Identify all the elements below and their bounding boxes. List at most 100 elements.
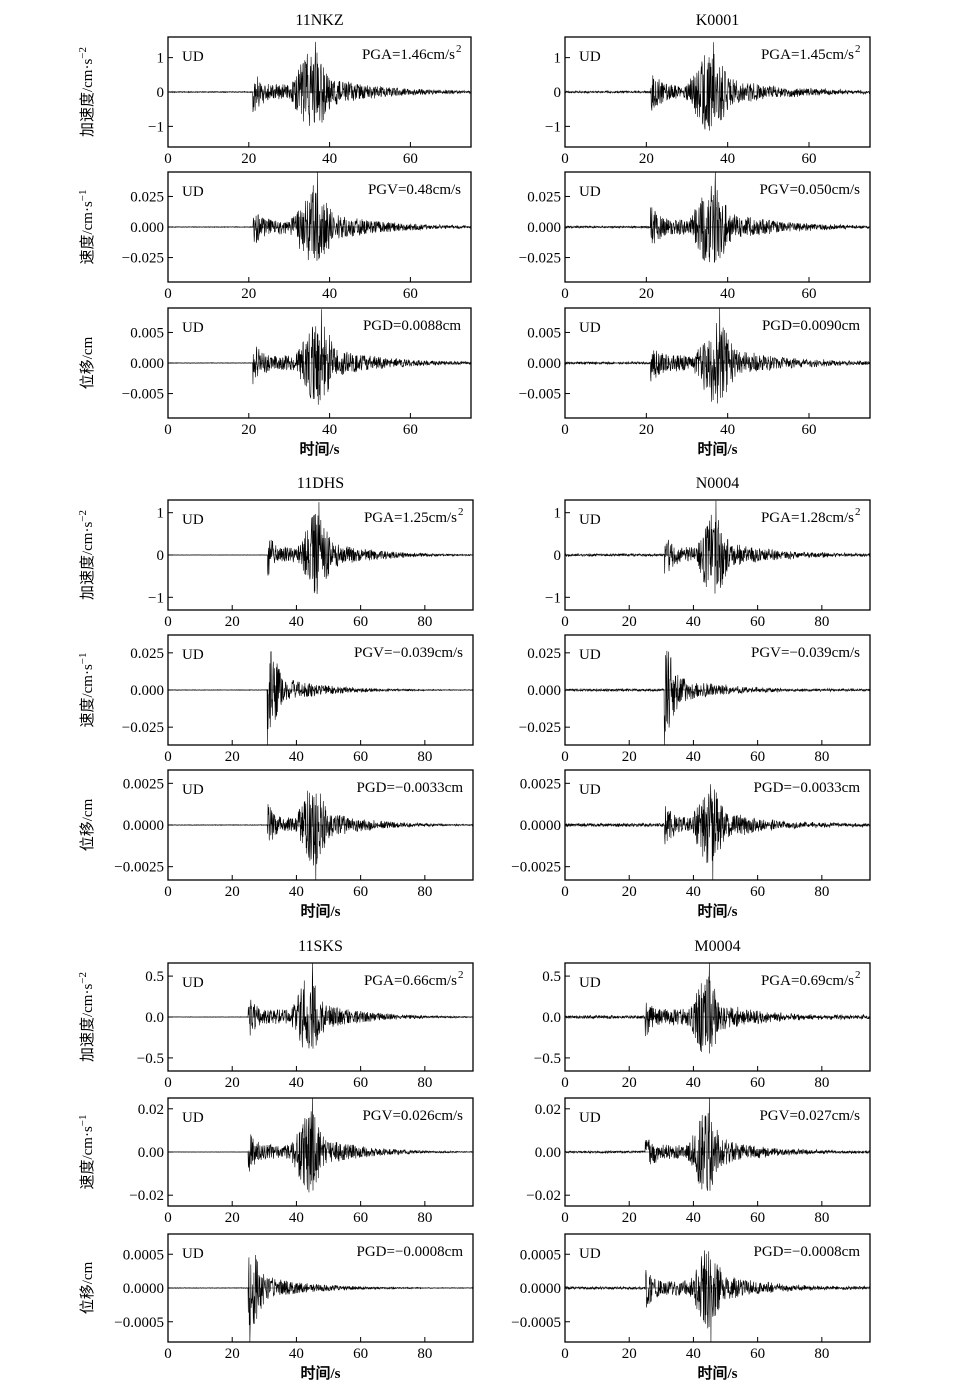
panel-1-0-1: 0 20 40 60 80 −0.025 0.000 0.025 UD PGV=−0.039cm/… <box>77 634 474 765</box>
y-tick-label: 0.0025 <box>123 776 164 792</box>
component-label: UD <box>182 975 204 991</box>
x-tick-label: 20 <box>241 286 256 302</box>
x-tick-label: 80 <box>417 614 432 630</box>
x-tick-label: 20 <box>639 422 654 438</box>
y-tick-label: −0.5 <box>534 1051 561 1067</box>
y-tick-label: 0.0025 <box>520 776 561 792</box>
y-tick-label: 0.000 <box>130 683 164 699</box>
x-tick-label: 0 <box>164 151 172 167</box>
panel-0-0-0: 0 20 40 60−101 UD PGA=1.46cm/s 211NKZ加速度/cm·s−… <box>77 12 472 167</box>
y-tick-label: 0.005 <box>527 325 561 341</box>
x-tick-label: 0 <box>164 286 172 302</box>
peak-label: PGA=1.28cm/s <box>761 510 854 526</box>
y-axis-label: 位移/cm <box>79 1261 96 1314</box>
x-tick-label: 40 <box>289 749 304 765</box>
x-tick-label: 40 <box>686 1346 701 1362</box>
panel-0-0-1: 0 20 40 60 −0.025 0.000 0.025 UD PGV=0.48cm/s 速度/… <box>77 171 472 302</box>
x-tick-label: 20 <box>622 614 637 630</box>
x-tick-label: 60 <box>802 286 817 302</box>
x-axis-label: 时间/s <box>697 902 737 920</box>
panel-0-1-2: 0 20 40 60 −0.005 0.000 0.005 UD PGD=0.0090cm 时间/… <box>519 307 871 458</box>
component-label: UD <box>579 512 601 528</box>
panel-0-1-1: 0 20 40 60 −0.025 0.000 0.025 UD PGV=0.050cm/s <box>519 171 871 302</box>
y-axis-label: 位移/cm <box>79 336 96 389</box>
peak-label: PGV=0.48cm/s <box>368 182 461 198</box>
panel-2-0-1: 0 20 40 60 80 −0.02 0.00 0.02 UD PGV=0.026cm/s 速度/… <box>77 1097 474 1226</box>
y-axis-label: 速度/cm·s−1 <box>77 652 96 727</box>
y-tick-label: 0.025 <box>527 646 561 662</box>
x-tick-label: 40 <box>686 749 701 765</box>
x-tick-label: 60 <box>403 151 418 167</box>
x-tick-label: 0 <box>561 151 569 167</box>
peak-label: PGA=1.25cm/s <box>364 510 457 526</box>
y-tick-label: 0.0005 <box>123 1247 164 1263</box>
y-tick-label: −1 <box>148 590 164 606</box>
y-tick-label: 0 <box>554 548 562 564</box>
waveform-line <box>167 651 474 745</box>
component-label: UD <box>579 975 601 991</box>
y-tick-label: 0.025 <box>130 646 164 662</box>
component-label: UD <box>182 184 204 200</box>
x-tick-label: 20 <box>622 1075 637 1091</box>
x-tick-label: 40 <box>289 884 304 900</box>
panel-2-1-2: 0 20 40 60 80 −0.0005 0.0000 0.0005 UD PGD=−0.000… <box>511 1233 871 1382</box>
y-tick-label: −0.005 <box>519 387 561 403</box>
y-tick-label: 0 <box>157 85 165 101</box>
peak-label-sup: 2 <box>855 43 861 55</box>
x-tick-label: 0 <box>561 1075 569 1091</box>
x-tick-label: 80 <box>417 749 432 765</box>
x-tick-label: 40 <box>720 151 735 167</box>
x-tick-label: 80 <box>814 1210 829 1226</box>
panel-title: K0001 <box>696 12 740 29</box>
component-label: UD <box>182 1246 204 1262</box>
x-tick-label: 40 <box>686 1210 701 1226</box>
component-label: UD <box>579 184 601 200</box>
y-tick-label: −0.025 <box>519 251 561 267</box>
component-label: UD <box>182 49 204 65</box>
x-tick-label: 20 <box>225 1346 240 1362</box>
x-tick-label: 40 <box>686 614 701 630</box>
peak-label-sup: 2 <box>456 43 462 55</box>
y-tick-label: 0.00 <box>535 1145 561 1161</box>
x-tick-label: 80 <box>814 1075 829 1091</box>
y-axis-label: 加速度/cm·s−2 <box>77 510 96 600</box>
panel-title: 11NKZ <box>295 12 343 29</box>
x-tick-label: 40 <box>322 422 337 438</box>
x-tick-label: 20 <box>225 614 240 630</box>
y-tick-label: 0.5 <box>542 969 561 985</box>
y-tick-label: 0.5 <box>145 969 164 985</box>
y-tick-label: 0.00 <box>138 1145 164 1161</box>
panel-title: 11DHS <box>297 475 344 492</box>
y-axis-label: 加速度/cm·s−2 <box>77 972 96 1062</box>
y-tick-label: 0.025 <box>130 189 164 205</box>
component-label: UD <box>182 782 204 798</box>
peak-label: PGV=0.027cm/s <box>759 1108 860 1124</box>
y-tick-label: 0.02 <box>535 1102 561 1118</box>
y-tick-label: 0.000 <box>527 683 561 699</box>
x-tick-label: 0 <box>561 884 569 900</box>
x-tick-label: 0 <box>561 1210 569 1226</box>
y-tick-label: −1 <box>148 119 164 135</box>
peak-label: PGV=0.026cm/s <box>362 1108 463 1124</box>
x-tick-label: 80 <box>814 1346 829 1362</box>
y-axis-label: 加速度/cm·s−2 <box>77 47 96 137</box>
panel-title: N0004 <box>696 475 740 492</box>
x-tick-label: 60 <box>403 286 418 302</box>
x-tick-label: 60 <box>353 1075 368 1091</box>
x-tick-label: 0 <box>164 422 172 438</box>
x-tick-label: 0 <box>164 614 172 630</box>
peak-label: PGA=0.66cm/s <box>364 973 457 989</box>
x-tick-label: 60 <box>802 151 817 167</box>
x-tick-label: 60 <box>750 614 765 630</box>
x-tick-label: 20 <box>622 884 637 900</box>
x-axis-label: 时间/s <box>299 440 339 458</box>
y-tick-label: 0.0000 <box>123 1281 164 1297</box>
y-tick-label: −1 <box>545 119 561 135</box>
x-tick-label: 80 <box>417 884 432 900</box>
x-axis-label: 时间/s <box>697 440 737 458</box>
y-tick-label: 1 <box>157 506 165 522</box>
x-tick-label: 20 <box>225 1075 240 1091</box>
x-tick-label: 60 <box>403 422 418 438</box>
peak-label: PGD=0.0090cm <box>762 318 860 334</box>
component-label: UD <box>182 647 204 663</box>
